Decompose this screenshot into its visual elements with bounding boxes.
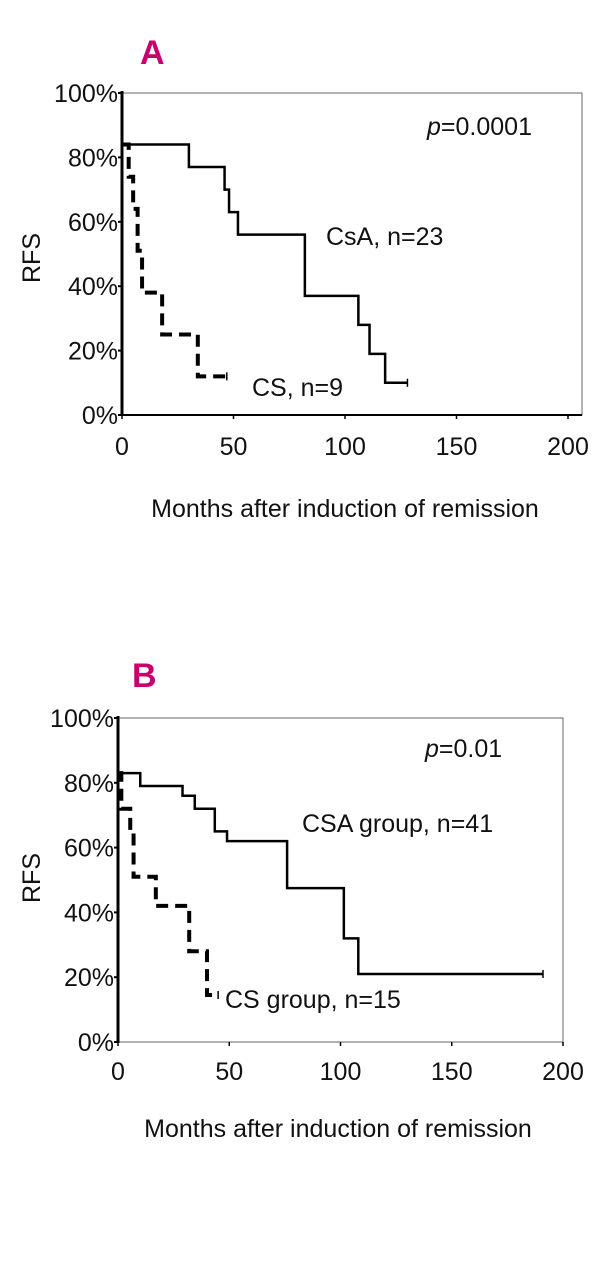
km-curve-csa-a: [122, 143, 408, 385]
series-label-cs: CS, n=9: [252, 374, 343, 402]
series-label-cs-group: CS group, n=15: [225, 986, 401, 1014]
x-tick-label: 0: [111, 1058, 125, 1086]
chart-b: B p=0.01 CSA group, n=41 CS group, n=15 …: [18, 657, 584, 1143]
y-tick-label: 40%: [68, 273, 118, 301]
y-tick-label: 80%: [68, 144, 118, 172]
x-tick-label: 100: [320, 1058, 362, 1086]
panel-label-a: A: [140, 34, 165, 72]
y-axis-label-a: RFS: [18, 233, 46, 283]
x-tick-label: 150: [436, 433, 478, 461]
x-tick-label: 50: [220, 433, 248, 461]
x-tick-label: 200: [542, 1058, 584, 1086]
x-tick-label: 100: [324, 433, 366, 461]
y-tick-label: 0%: [82, 402, 118, 430]
y-tick-label: 20%: [64, 964, 114, 992]
x-tick-label: 50: [215, 1058, 243, 1086]
x-tick-label: 150: [431, 1058, 473, 1086]
km-curve-cs-b: [118, 771, 219, 998]
series-label-csa: CsA, n=23: [326, 223, 443, 251]
y-tick-label: 40%: [64, 899, 114, 927]
x-tick-label: 0: [115, 433, 129, 461]
y-tick-label: 60%: [68, 209, 118, 237]
x-axis-label-b: Months after induction of remission: [144, 1115, 532, 1143]
plot-frame-a: [121, 92, 583, 416]
p-value-a: p=0.0001: [426, 113, 532, 141]
panel-label-b: B: [132, 657, 157, 695]
x-axis-label-a: Months after induction of remission: [151, 495, 539, 523]
p-value-b: p=0.01: [424, 735, 502, 763]
y-tick-label: 100%: [54, 80, 118, 108]
km-curve-csa-b: [118, 771, 543, 976]
series-label-csa-group: CSA group, n=41: [302, 810, 493, 838]
y-axis-label-b: RFS: [18, 853, 46, 903]
x-tick-label: 200: [547, 433, 589, 461]
y-tick-label: 20%: [68, 338, 118, 366]
y-tick-label: 0%: [78, 1029, 114, 1057]
km-curve-cs-a: [122, 142, 227, 379]
chart-a: A p=0.0001 CsA, n=23 CS, n=9 RFS Months …: [18, 34, 589, 523]
y-tick-label: 100%: [50, 705, 114, 733]
y-tick-label: 60%: [64, 835, 114, 863]
y-tick-label: 80%: [64, 770, 114, 798]
